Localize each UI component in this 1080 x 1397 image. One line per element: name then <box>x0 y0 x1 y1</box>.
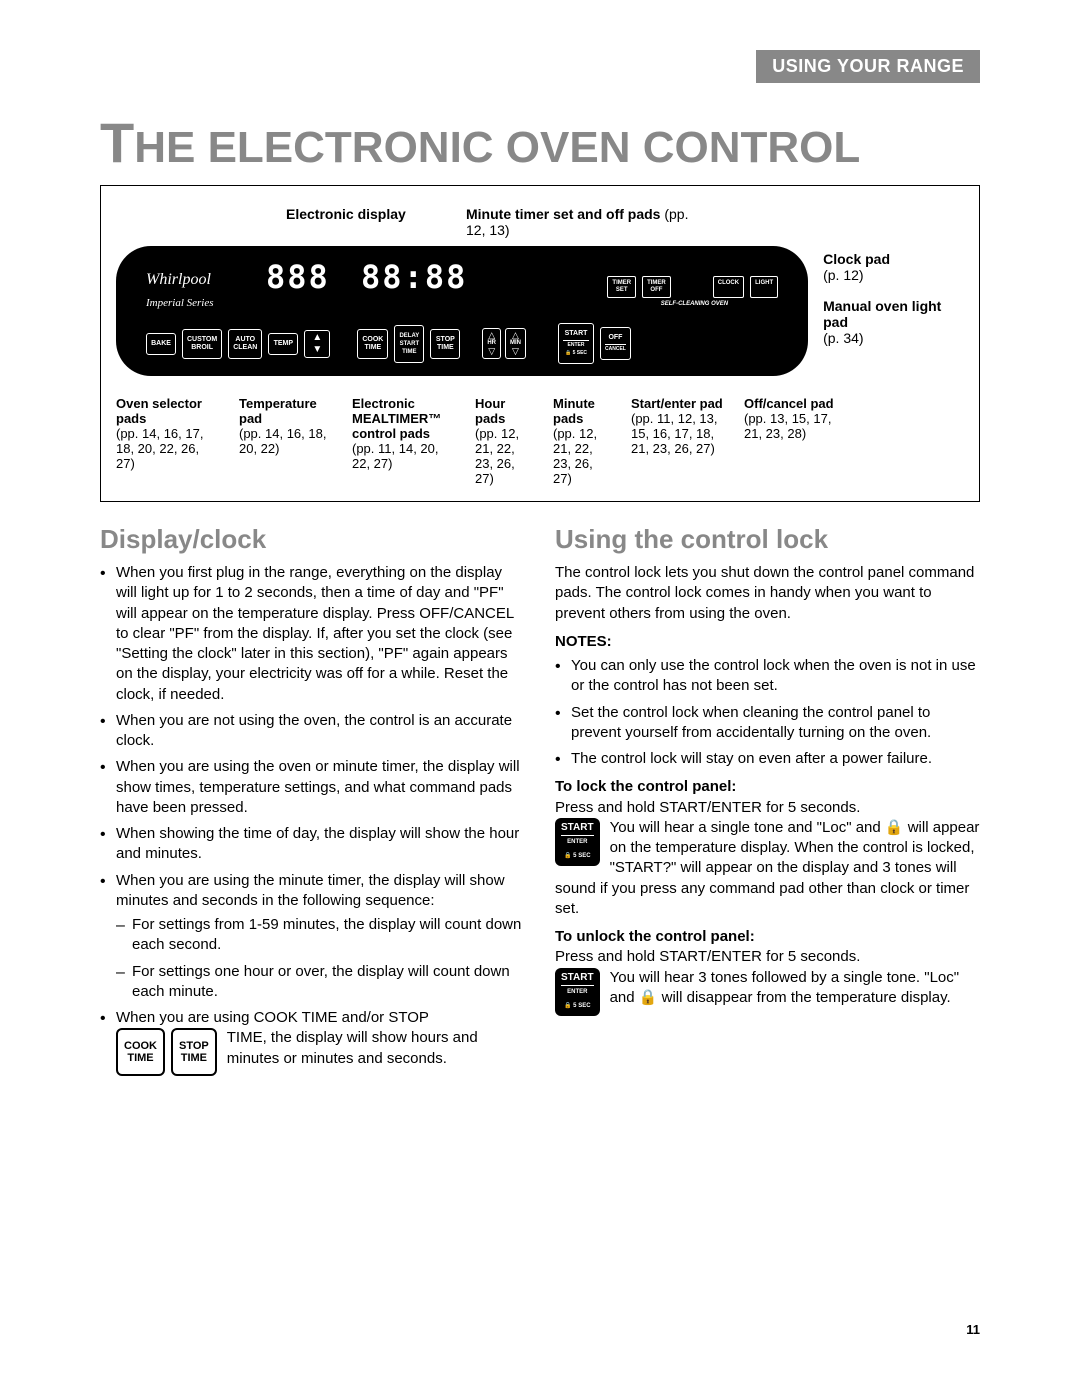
bullet: When you are using the minute timer, the… <box>100 871 525 1003</box>
brand-name: Whirlpool <box>146 271 211 288</box>
auto-clean-button: AUTO CLEAN <box>228 329 262 359</box>
self-clean-label: SELF-CLEANING OVEN <box>661 301 728 307</box>
control-lock-title: Using the control lock <box>555 522 980 557</box>
delay-start-button: DELAY START TIME <box>394 325 424 363</box>
stop-time-icon: STOP TIME <box>171 1028 217 1076</box>
label-temperature-pad: Temperature pad(pp. 14, 16, 18, 20, 22) <box>239 396 334 486</box>
label-clock-pad: Clock pad(p. 12) <box>823 251 964 283</box>
label-minute-pads: Minute pads(pp. 12, 21, 22, 23, 26, 27) <box>553 396 613 486</box>
section-header: USING YOUR RANGE <box>756 50 980 83</box>
timer-off-button: TIMER OFF <box>642 276 671 298</box>
note-bullet: You can only use the control lock when t… <box>555 656 980 697</box>
lock-instruction: Press and hold START/ENTER for 5 seconds… <box>555 798 980 818</box>
timer-set-button: TIMER SET <box>607 276 636 298</box>
label-minute-timer: Minute timer set and off pads (pp. 12, 1… <box>466 206 706 238</box>
right-column: Using the control lock The control lock … <box>555 522 980 1086</box>
unlock-heading: To unlock the control panel: <box>555 927 980 947</box>
control-diagram: Electronic display Minute timer set and … <box>100 185 980 502</box>
temp-arrows: ▲▼ <box>304 330 330 358</box>
note-bullet: The control lock will stay on even after… <box>555 749 980 769</box>
bullet: When you first plug in the range, everyt… <box>100 563 525 705</box>
clock-button: CLOCK <box>713 276 744 298</box>
sub-bullet: For settings from 1-59 minutes, the disp… <box>116 915 525 956</box>
temp-button: TEMP <box>268 333 298 355</box>
page-title: THE ELECTRONIC OVEN CONTROL <box>100 110 980 175</box>
bullet: When you are not using the oven, the con… <box>100 711 525 752</box>
cook-time-icon: COOK TIME <box>116 1028 165 1076</box>
notes-heading: NOTES: <box>555 632 980 652</box>
minute-pad: △MIN▽ <box>505 328 526 359</box>
cook-time-button: COOK TIME <box>357 329 388 359</box>
label-oven-selector: Oven selector pads(pp. 14, 16, 17, 18, 2… <box>116 396 221 486</box>
brand-series: Imperial Series <box>146 297 214 309</box>
off-cancel-button: OFF CANCEL <box>600 327 631 360</box>
unlock-description: You will hear 3 tones followed by a sing… <box>610 969 959 1006</box>
start-button-icon: START ENTER 🔒 5 SEC <box>555 968 600 1016</box>
unlock-instruction: Press and hold START/ENTER for 5 seconds… <box>555 947 980 967</box>
label-hour-pads: Hour pads(pp. 12, 21, 22, 23, 26, 27) <box>475 396 535 486</box>
intro-text: The control lock lets you shut down the … <box>555 563 980 624</box>
stop-time-button: STOP TIME <box>430 329 460 359</box>
start-enter-button: START ENTER 🔒 5 SEC <box>558 323 594 364</box>
bullet: When you are using COOK TIME and/or STOP… <box>100 1008 525 1080</box>
bake-button: BAKE <box>146 333 176 355</box>
label-off-cancel: Off/cancel pad(pp. 13, 15, 17, 21, 23, 2… <box>744 396 834 486</box>
custom-broil-button: CUSTOM BROIL <box>182 329 222 359</box>
bullet: When you are using the oven or minute ti… <box>100 757 525 818</box>
light-button: LIGHT <box>750 276 778 298</box>
label-electronic-display: Electronic display <box>286 206 466 238</box>
label-start-enter: Start/enter pad(pp. 11, 12, 13, 15, 16, … <box>631 396 726 486</box>
sub-bullet: For settings one hour or over, the displ… <box>116 962 525 1003</box>
label-light-pad: Manual oven light pad(p. 34) <box>823 298 964 346</box>
left-column: Display/clock When you first plug in the… <box>100 522 525 1086</box>
lock-description: You will hear a single tone and "Loc" an… <box>555 819 979 917</box>
page-number: 11 <box>966 1322 980 1337</box>
display-clock-title: Display/clock <box>100 522 525 557</box>
lock-heading: To lock the control panel: <box>555 777 980 797</box>
hour-pad: △HR▽ <box>482 328 501 359</box>
note-bullet: Set the control lock when cleaning the c… <box>555 703 980 744</box>
start-button-icon: START ENTER 🔒 5 SEC <box>555 818 600 866</box>
bullet: When showing the time of day, the displa… <box>100 824 525 865</box>
control-panel-graphic: Whirlpool Imperial Series 888 °C°F 88:88… <box>116 246 808 376</box>
label-mealtimer: Electronic MEALTIMER™ control pads(pp. 1… <box>352 396 457 486</box>
seven-segment-display: 888 °C°F 88:88 <box>266 258 467 296</box>
